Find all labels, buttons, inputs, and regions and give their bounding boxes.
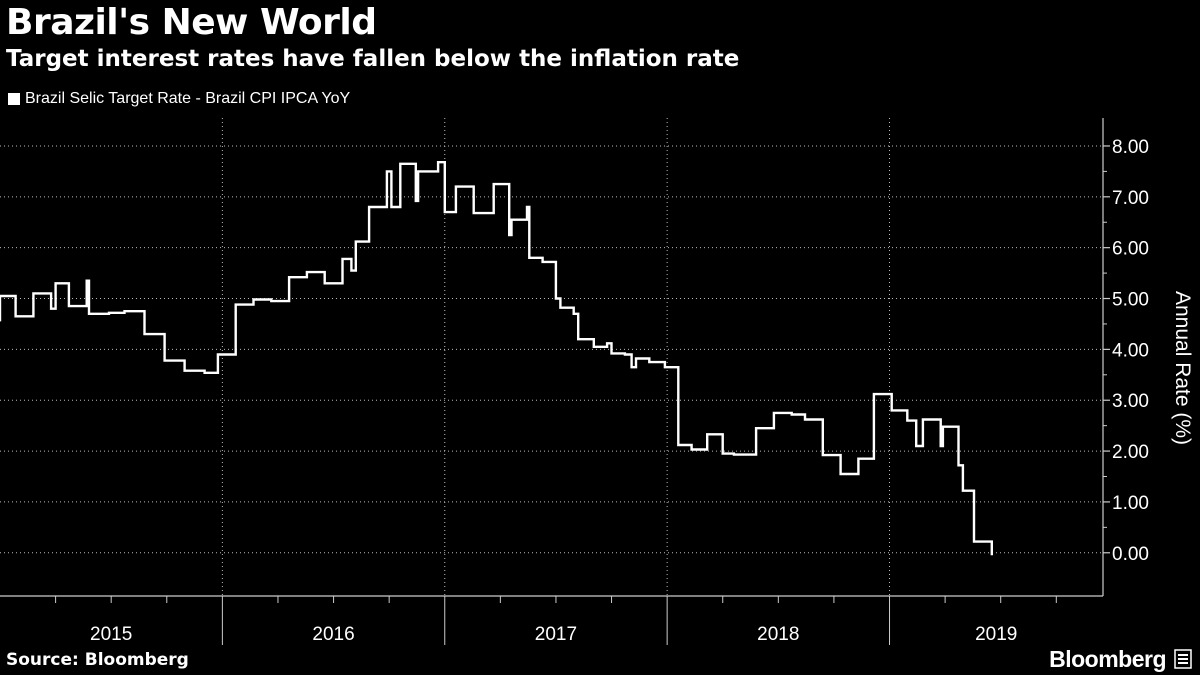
legend-label: Brazil Selic Target Rate - Brazil CPI IP…	[25, 90, 351, 107]
y-tick-label: 1.00	[1112, 493, 1149, 514]
y-tick-label: 0.00	[1112, 544, 1149, 565]
y-tick-label: 5.00	[1112, 290, 1149, 311]
bloomberg-logo: Bloomberg	[1049, 646, 1166, 672]
legend-swatch	[8, 93, 20, 105]
x-tick-label: 2018	[757, 624, 799, 645]
terminal-icon	[1174, 649, 1192, 669]
y-tick-label: 7.00	[1112, 188, 1149, 209]
x-tick-label: 2015	[90, 624, 132, 645]
y-axis-title: Annual Rate (%)	[1171, 291, 1194, 445]
x-tick-label: 2016	[312, 624, 354, 645]
chart-title: Brazil's New World	[6, 2, 377, 43]
series-line	[0, 161, 993, 556]
y-tick-label: 2.00	[1112, 442, 1149, 463]
plot-area	[0, 161, 993, 556]
x-tick-label: 2019	[975, 624, 1017, 645]
chart-subtitle: Target interest rates have fallen below …	[6, 46, 740, 72]
axes: 2015 2016 2017 2018 2019 0.00 1.00 2.00 3.00 4.00…	[0, 118, 1149, 645]
legend: Brazil Selic Target Rate - Brazil CPI IP…	[8, 90, 350, 108]
x-tick-label: 2017	[535, 624, 577, 645]
y-tick-label: 4.00	[1112, 340, 1149, 361]
y-tick-label: 3.00	[1112, 391, 1149, 412]
source-note: Source: Bloomberg	[6, 650, 189, 670]
y-tick-label: 8.00	[1112, 137, 1149, 158]
y-tick-label: 6.00	[1112, 239, 1149, 260]
